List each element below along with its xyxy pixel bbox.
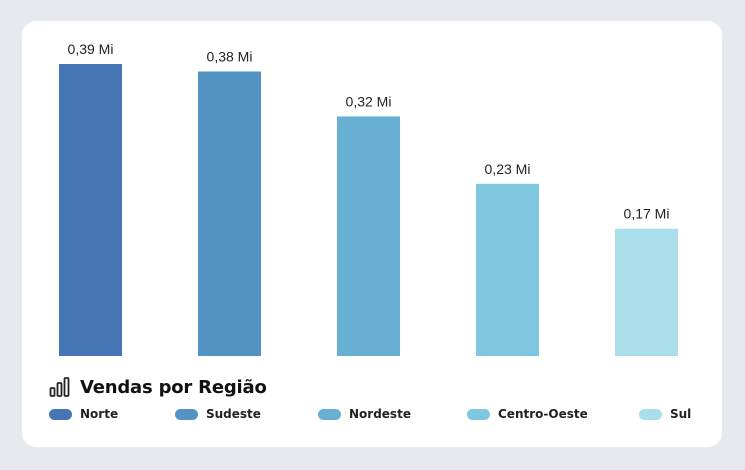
bar-sudeste[interactable] [198, 71, 261, 356]
bar-nordeste[interactable] [337, 116, 400, 357]
bar-sul[interactable] [615, 228, 678, 356]
legend-label: Norte [80, 407, 119, 421]
legend-item-norte[interactable]: Norte [49, 407, 118, 421]
legend-label: Nordeste [349, 407, 411, 421]
legend-swatch [639, 408, 662, 420]
legend-swatch [318, 408, 341, 420]
chart-title: Vendas por Região [80, 376, 267, 398]
data-label: 0,23 Mi [485, 161, 531, 177]
data-label: 0,39 Mi [68, 41, 114, 57]
legend-item-nordeste[interactable]: Nordeste [318, 407, 411, 421]
bar-centro-oeste[interactable] [476, 183, 539, 356]
legend-swatch [467, 408, 490, 420]
legend-label: Centro-Oeste [498, 407, 588, 421]
data-label: 0,32 Mi [346, 93, 392, 109]
legend-label: Sudeste [206, 407, 261, 421]
legend-swatch [49, 408, 72, 420]
legend-item-sul[interactable]: Sul [639, 407, 691, 421]
legend-item-sudeste[interactable]: Sudeste [175, 407, 261, 421]
bar-chart-icon [49, 377, 70, 397]
legend-item-centro-oeste[interactable]: Centro-Oeste [467, 407, 588, 421]
data-label: 0,38 Mi [207, 48, 253, 64]
bar-chart: 0,39 Mi 0,38 Mi 0,32 Mi 0,23 Mi 0,17 Mi [59, 41, 678, 357]
bar-norte[interactable] [59, 64, 122, 356]
chart-card: 0,39 Mi 0,38 Mi 0,32 Mi 0,23 Mi 0,17 Mi Vend… [22, 21, 722, 447]
legend-label: Sul [670, 407, 692, 421]
chart-legend: Norte Sudeste Nordeste Centro-Oeste Sul [22, 407, 722, 425]
data-label: 0,17 Mi [624, 206, 670, 222]
legend-swatch [175, 408, 198, 420]
chart-header: Vendas por Região [49, 373, 267, 401]
